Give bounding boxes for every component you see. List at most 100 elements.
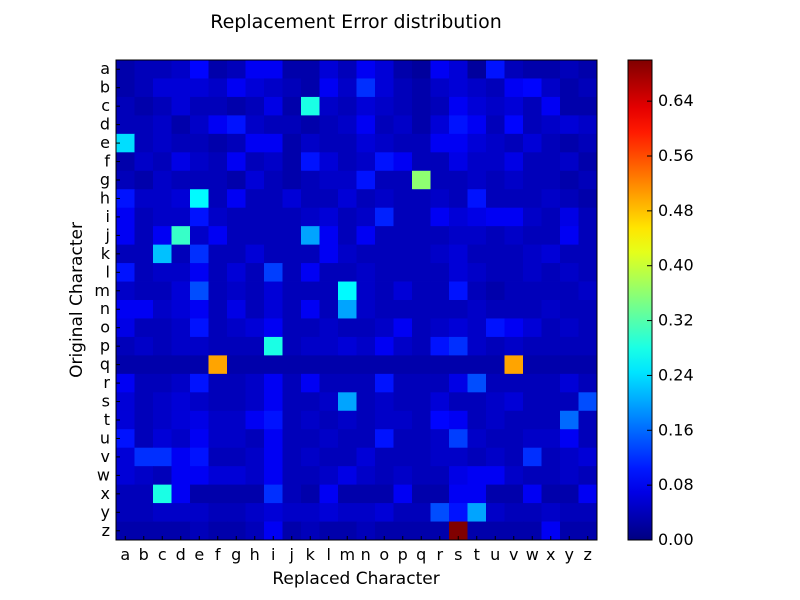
heatmap-cell-l-q — [412, 263, 431, 282]
heatmap-cell-n-a — [116, 300, 135, 319]
y-tick-label: n — [100, 299, 110, 318]
heatmap-cell-s-k — [301, 392, 320, 412]
heatmap-cell-d-d — [171, 115, 191, 135]
heatmap-cell-t-w — [523, 410, 542, 430]
heatmap-cell-y-w — [523, 503, 542, 522]
heatmap-cell-c-j — [282, 96, 302, 116]
x-tick-label: x — [546, 545, 555, 564]
chart-title: Replacement Error distribution — [210, 11, 502, 33]
heatmap-cell-s-w — [523, 392, 542, 412]
x-tick-label: f — [215, 545, 221, 564]
x-tick-label: o — [379, 545, 389, 564]
heatmap-cell-e-j — [282, 133, 302, 153]
heatmap-cell-g-n — [356, 170, 376, 190]
heatmap-cell-b-g — [227, 78, 246, 98]
heatmap-cell-u-y — [560, 429, 579, 449]
heatmap-cell-i-s — [449, 207, 468, 227]
heatmap-cell-a-c — [153, 60, 172, 79]
heatmap-cell-s-s — [449, 392, 468, 412]
heatmap-cell-u-e — [190, 429, 209, 449]
heatmap-cell-p-m — [338, 336, 357, 356]
heatmap-cell-j-d — [171, 226, 191, 246]
heatmap-cell-w-f — [208, 466, 228, 486]
heatmap-cell-r-b — [134, 373, 154, 393]
heatmap-cell-w-u — [486, 466, 505, 486]
heatmap-cell-t-i — [264, 410, 283, 430]
heatmap-cell-t-u — [486, 410, 505, 430]
heatmap-cell-o-f — [208, 318, 228, 338]
heatmap-cell-l-g — [227, 263, 246, 282]
heatmap-cell-h-q — [412, 189, 431, 209]
heatmap-cell-s-n — [356, 392, 376, 412]
heatmap-cell-z-d — [171, 521, 191, 541]
heatmap-cell-f-g — [227, 152, 246, 172]
heatmap-cell-q-t — [467, 355, 487, 375]
heatmap-cell-r-n — [356, 373, 376, 393]
colorbar-tick-label: 0.00 — [658, 530, 694, 549]
heatmap-cell-f-o — [375, 152, 394, 172]
y-tick-label: e — [100, 133, 110, 152]
heatmap-cell-d-z — [578, 115, 598, 135]
heatmap-cell-f-b — [134, 152, 154, 172]
heatmap-cell-n-w — [523, 300, 542, 319]
heatmap-cell-p-c — [153, 336, 172, 356]
heatmap-cell-l-k — [301, 263, 320, 282]
heatmap-cell-r-l — [319, 373, 339, 393]
colorbar-tick-label: 0.40 — [658, 256, 694, 275]
heatmap-cell-j-k — [301, 226, 320, 246]
heatmap-cell-w-s — [449, 466, 468, 486]
y-tick-label: v — [101, 447, 110, 466]
heatmap-cell-e-a — [116, 133, 135, 153]
heatmap-cell-l-l — [319, 263, 339, 282]
heatmap-cell-y-z — [578, 503, 598, 522]
heatmap-cell-k-r — [430, 244, 450, 264]
heatmap-cell-h-l — [319, 189, 339, 209]
heatmap-cell-p-e — [190, 336, 209, 356]
heatmap-cell-p-s — [449, 336, 468, 356]
heatmap-cell-y-s — [449, 503, 468, 522]
heatmap-cell-k-j — [282, 244, 302, 264]
heatmap-cell-z-o — [375, 521, 394, 541]
heatmap-cell-w-c — [153, 466, 172, 486]
heatmap-cell-t-r — [430, 410, 450, 430]
heatmap-cell-u-i — [264, 429, 283, 449]
heatmap-cell-r-u — [486, 373, 505, 393]
heatmap-cell-x-l — [319, 484, 339, 504]
heatmap-cell-f-q — [412, 152, 431, 172]
heatmap-cell-g-z — [578, 170, 598, 190]
heatmap-cell-p-a — [116, 336, 135, 356]
heatmap-cell-c-l — [319, 96, 339, 116]
x-tick-label: z — [584, 545, 592, 564]
y-tick-label: i — [106, 207, 110, 226]
heatmap-cell-b-c — [153, 78, 172, 98]
heatmap-cell-y-u — [486, 503, 505, 522]
heatmap-cell-x-e — [190, 484, 209, 504]
heatmap-cell-r-g — [227, 373, 246, 393]
heatmap-cell-b-w — [523, 78, 542, 98]
heatmap-cell-k-c — [153, 244, 172, 264]
heatmap-cell-q-e — [190, 355, 209, 375]
heatmap-cell-h-v — [504, 189, 524, 209]
y-tick-label: a — [100, 59, 110, 78]
heatmap-cell-u-u — [486, 429, 505, 449]
heatmap-cell-u-b — [134, 429, 154, 449]
heatmap-cell-l-z — [578, 263, 598, 282]
heatmap-cell-m-u — [486, 281, 505, 301]
colorbar-tick-label: 0.48 — [658, 201, 694, 220]
heatmap-cell-m-o — [375, 281, 394, 301]
heatmap-cell-q-f — [208, 355, 228, 375]
heatmap-cell-i-y — [560, 207, 579, 227]
heatmap-cell-h-e — [190, 189, 209, 209]
heatmap-cell-g-q — [412, 170, 431, 190]
heatmap-cell-t-t — [467, 410, 487, 430]
heatmap-cell-s-a — [116, 392, 135, 412]
heatmap-cell-d-c — [153, 115, 172, 135]
heatmap-cell-n-k — [301, 300, 320, 319]
heatmap-cell-i-w — [523, 207, 542, 227]
heatmap-cell-s-z — [578, 392, 598, 412]
heatmap-cell-w-o — [375, 466, 394, 486]
heatmap-cell-c-n — [356, 96, 376, 116]
heatmap-cell-w-i — [264, 466, 283, 486]
heatmap-cell-i-z — [578, 207, 598, 227]
